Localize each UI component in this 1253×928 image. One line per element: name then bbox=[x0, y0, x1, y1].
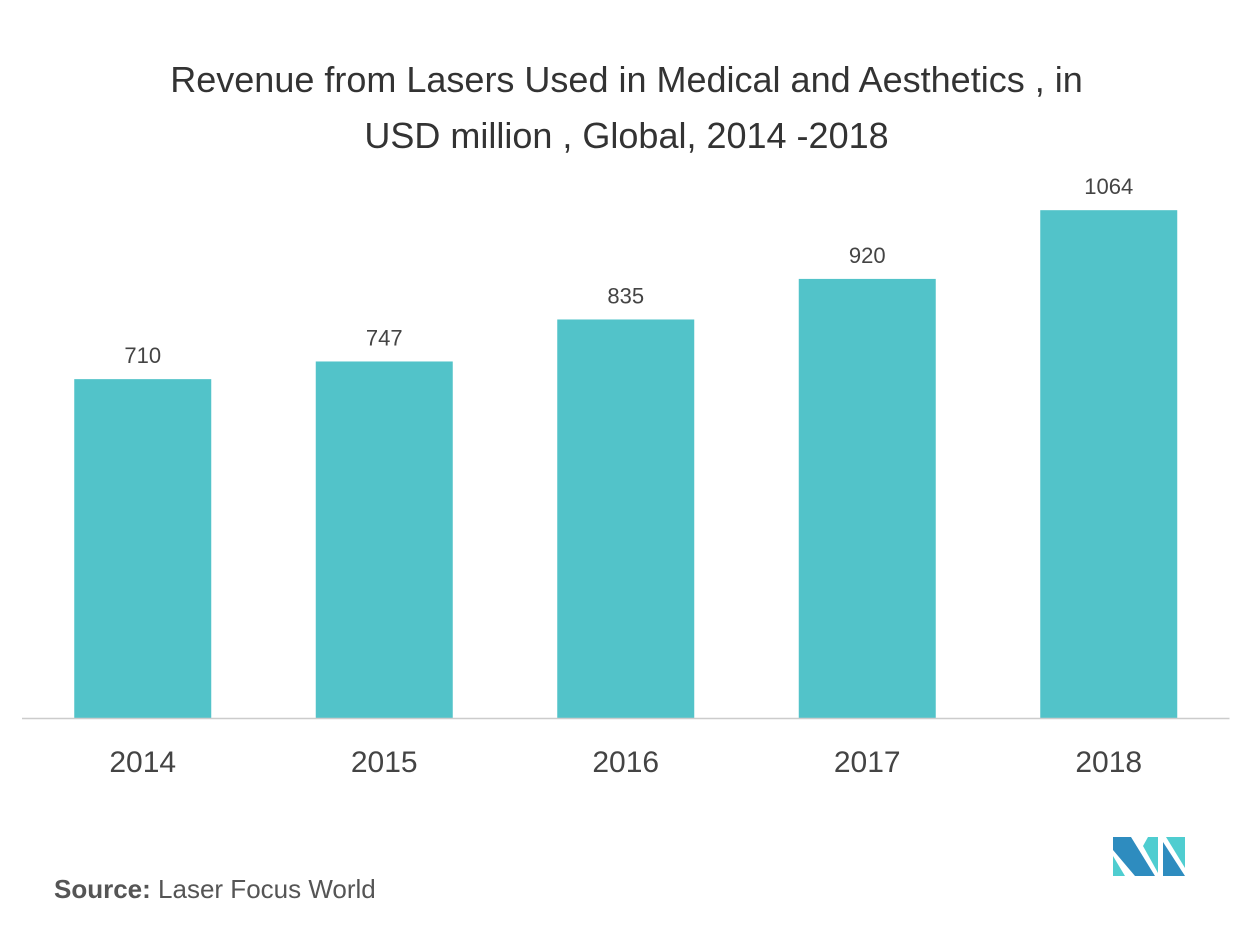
bar-2018 bbox=[1040, 210, 1178, 718]
data-label-2014: 710 bbox=[124, 343, 161, 368]
chart-title: Revenue from Lasers Used in Medical and … bbox=[0, 52, 1253, 164]
source-text: Laser Focus World bbox=[158, 874, 376, 904]
x-tick-label-2017: 2017 bbox=[834, 746, 901, 779]
x-tick-label-2014: 2014 bbox=[109, 746, 176, 779]
data-label-2018: 1064 bbox=[1084, 174, 1133, 199]
bar-2017 bbox=[798, 278, 936, 718]
bar-2015 bbox=[315, 361, 453, 718]
x-tick-label-2018: 2018 bbox=[1075, 746, 1142, 779]
x-tick-label-2016: 2016 bbox=[592, 746, 659, 779]
chart-title-line-1: Revenue from Lasers Used in Medical and … bbox=[170, 59, 1083, 100]
x-tick-label-2015: 2015 bbox=[351, 746, 418, 779]
bar-2014 bbox=[74, 379, 212, 718]
source-label: Source: bbox=[54, 874, 151, 904]
data-label-2016: 835 bbox=[607, 283, 644, 308]
brand-logo-icon bbox=[1113, 837, 1185, 876]
source-note: Source: Laser Focus World bbox=[54, 874, 376, 905]
data-label-2017: 920 bbox=[849, 243, 886, 268]
chart-title-line-2: USD million , Global, 2014 -2018 bbox=[364, 115, 889, 156]
data-label-2015: 747 bbox=[366, 325, 403, 350]
bar-2016 bbox=[557, 319, 695, 718]
